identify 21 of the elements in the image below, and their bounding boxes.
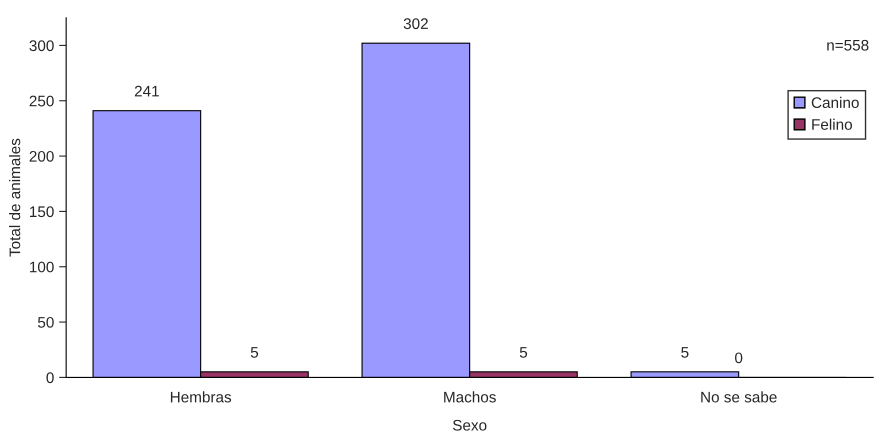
- legend-label: Felino: [812, 118, 852, 130]
- y-tick-label: 150: [30, 206, 54, 218]
- y-tick-label: 300: [29, 40, 54, 52]
- annotation: 0: [735, 352, 742, 364]
- x-tick-label: Hembras: [170, 391, 232, 403]
- data-label: 302: [404, 18, 428, 30]
- y-axis-title: Total de animales: [9, 138, 20, 257]
- data-label: 5: [250, 347, 258, 358]
- annotation: n=558: [827, 40, 868, 51]
- x-tick-label: No se sabe: [701, 391, 777, 403]
- y-tick-label: 100: [30, 262, 54, 272]
- y-tick-label: 200: [30, 150, 54, 162]
- data-label: 241: [134, 86, 159, 96]
- legend-label: Canino: [812, 96, 859, 108]
- y-tick-label: 250: [30, 96, 54, 106]
- data-label: 5: [520, 347, 528, 358]
- x-tick-label: Machos: [444, 391, 496, 403]
- y-tick-label: 50: [38, 316, 54, 328]
- data-label: 5: [681, 347, 688, 358]
- y-tick-label: 0: [46, 372, 54, 384]
- x-axis-title: Sexo: [452, 420, 486, 431]
